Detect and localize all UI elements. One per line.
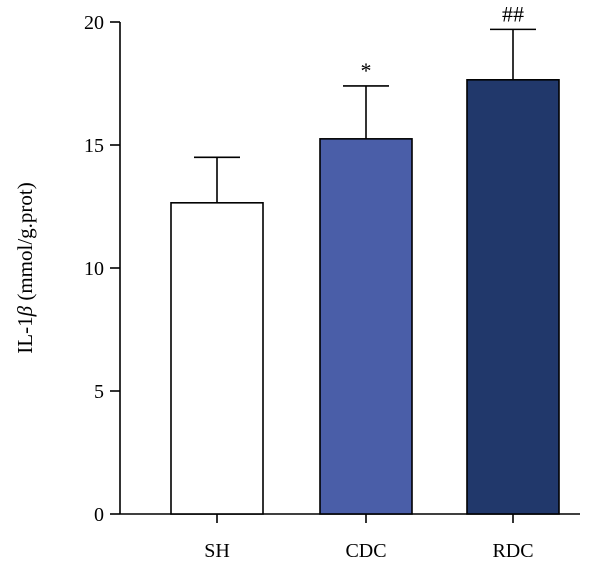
plot-area: 0 5 10 15 20 SH CDC * RDC ## — [84, 1, 580, 562]
x-tick-label-sh: SH — [204, 540, 230, 562]
y-axis-label: IL-1β (mmol/g.prot) — [13, 182, 37, 353]
significance-rdc: ## — [502, 1, 524, 26]
bar-rdc — [466, 79, 560, 515]
y-tick-label-1: 5 — [94, 381, 104, 403]
y-tick-label-4: 20 — [84, 12, 104, 34]
bar-sh — [170, 202, 264, 515]
y-tick-label-3: 15 — [84, 135, 104, 157]
y-tick-label-2: 10 — [84, 258, 104, 280]
y-axis-label-symbol: β — [13, 305, 37, 317]
y-tick-label-0: 0 — [94, 504, 104, 526]
significance-cdc: * — [361, 58, 372, 83]
y-axis-label-suffix: (mmol/g.prot) — [13, 182, 37, 306]
y-axis-label-prefix: IL-1 — [13, 316, 37, 353]
x-tick-label-rdc: RDC — [492, 540, 533, 562]
bar-cdc — [319, 138, 413, 515]
x-tick-label-cdc: CDC — [345, 540, 386, 562]
